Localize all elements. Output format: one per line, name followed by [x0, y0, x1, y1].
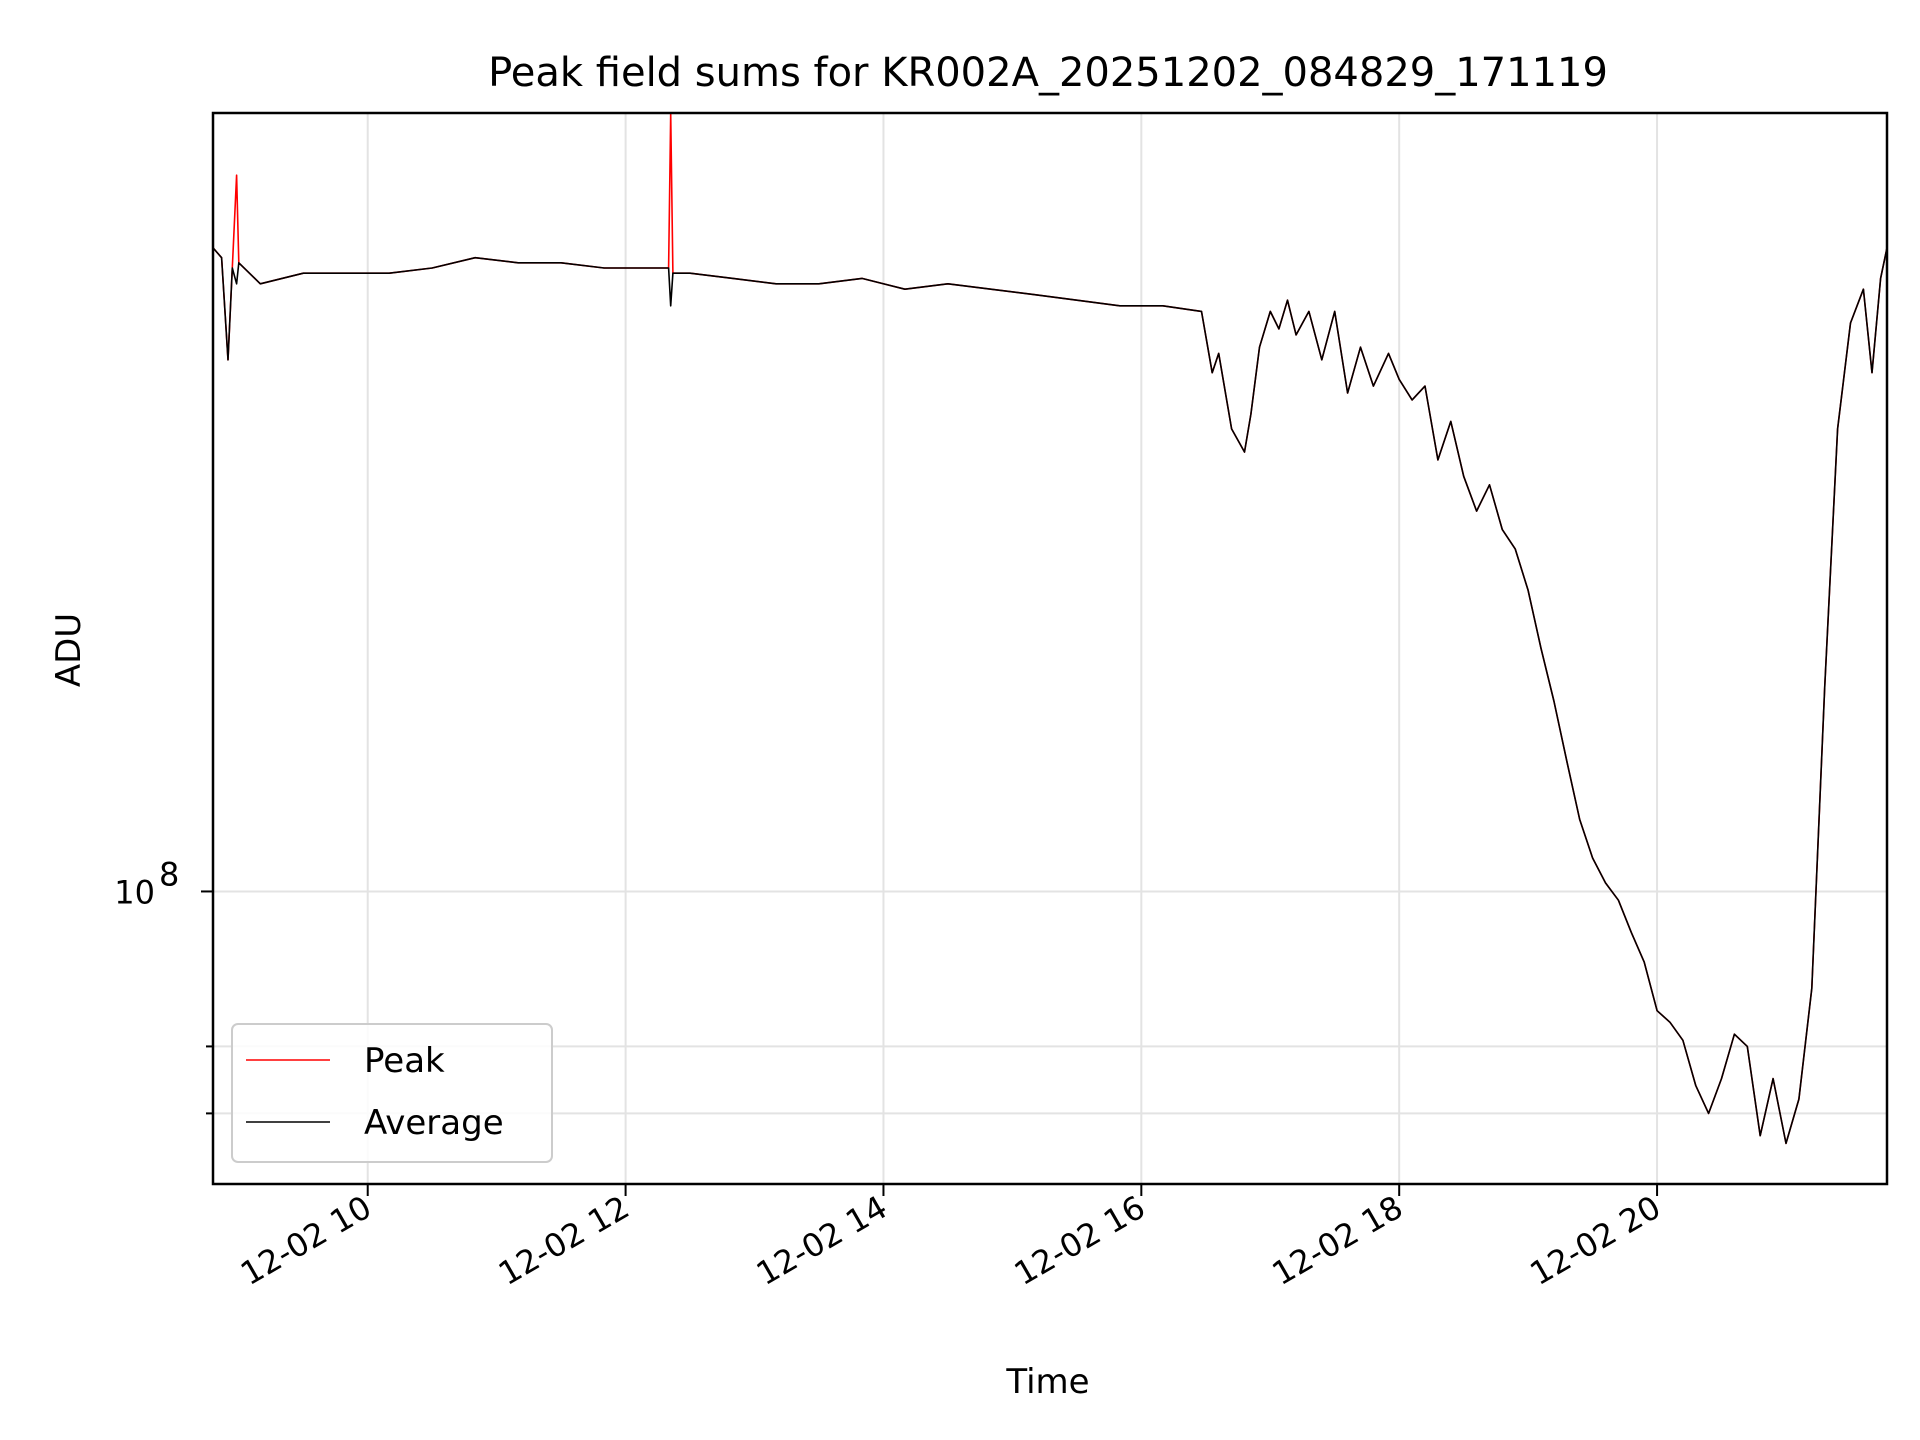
y-tick-label-exponent: 8 — [159, 855, 179, 893]
series-line-average — [213, 247, 1887, 1145]
series-lines — [213, 113, 1887, 1145]
legend-box — [231, 1023, 553, 1163]
y-axis-ticks: 10 8 — [114, 855, 213, 1115]
legend: Peak Average — [231, 1023, 553, 1163]
legend-label-peak: Peak — [364, 1041, 445, 1081]
chart-title: Peak field sums for KR002A_20251202_0848… — [488, 50, 1608, 96]
plot-frame — [211, 111, 1889, 1186]
y-tick-label: 10 — [114, 873, 155, 911]
y-axis-label: ADU — [49, 613, 89, 687]
legend-label-average: Average — [364, 1103, 504, 1143]
x-axis-label: Time — [1005, 1362, 1089, 1402]
